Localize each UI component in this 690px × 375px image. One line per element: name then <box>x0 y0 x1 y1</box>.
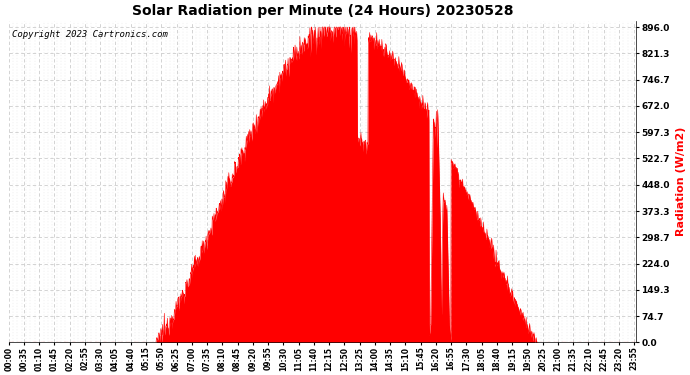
Y-axis label: Radiation (W/m2): Radiation (W/m2) <box>676 127 686 236</box>
Title: Solar Radiation per Minute (24 Hours) 20230528: Solar Radiation per Minute (24 Hours) 20… <box>132 4 513 18</box>
Text: Copyright 2023 Cartronics.com: Copyright 2023 Cartronics.com <box>12 30 168 39</box>
